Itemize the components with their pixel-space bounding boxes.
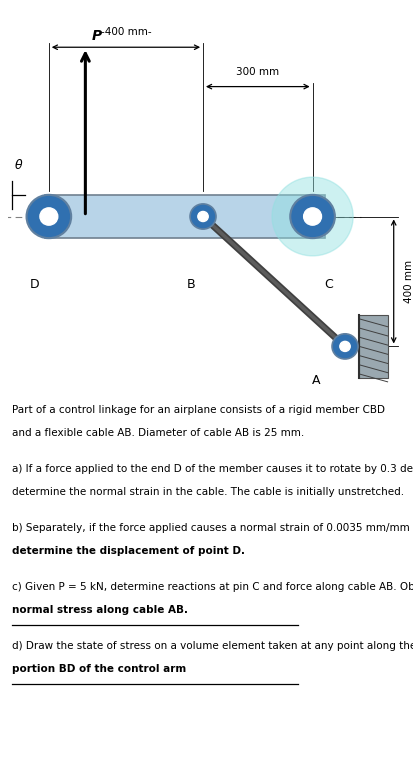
Text: determine the displacement of point D.: determine the displacement of point D. bbox=[12, 547, 245, 556]
Polygon shape bbox=[45, 195, 324, 238]
Circle shape bbox=[190, 204, 216, 229]
Text: -400 mm-: -400 mm- bbox=[100, 27, 151, 37]
Text: a) If a force applied to the end D of the member causes it to rotate by 0.3 degr: a) If a force applied to the end D of th… bbox=[12, 463, 413, 474]
Circle shape bbox=[26, 195, 71, 238]
Text: A: A bbox=[312, 374, 320, 387]
Circle shape bbox=[303, 208, 321, 225]
Text: 300 mm: 300 mm bbox=[236, 67, 279, 76]
Text: d) Draw the state of stress on a volume element taken at any point along the: d) Draw the state of stress on a volume … bbox=[12, 640, 413, 651]
Text: and a flexible cable AB. Diameter of cable AB is 25 mm.: and a flexible cable AB. Diameter of cab… bbox=[12, 428, 304, 438]
Text: P: P bbox=[91, 30, 101, 43]
Text: Part of a control linkage for an airplane consists of a rigid member CBD: Part of a control linkage for an airplan… bbox=[12, 404, 385, 415]
Text: θ: θ bbox=[14, 159, 22, 173]
Circle shape bbox=[197, 211, 208, 222]
Circle shape bbox=[339, 341, 349, 351]
Text: D: D bbox=[30, 278, 39, 291]
Text: normal stress along cable AB.: normal stress along cable AB. bbox=[12, 606, 188, 615]
Text: B: B bbox=[186, 278, 195, 291]
Text: portion BD of the control arm: portion BD of the control arm bbox=[12, 665, 186, 674]
Circle shape bbox=[290, 195, 334, 238]
Text: c) Given P = 5 kN, determine reactions at pin C and force along cable AB. Obtain: c) Given P = 5 kN, determine reactions a… bbox=[12, 581, 413, 592]
Text: 400 mm: 400 mm bbox=[403, 260, 413, 303]
Circle shape bbox=[271, 177, 352, 256]
Circle shape bbox=[331, 334, 357, 359]
Text: C: C bbox=[324, 278, 332, 291]
Text: b) Separately, if the force applied causes a normal strain of 0.0035 mm/mm in th: b) Separately, if the force applied caus… bbox=[12, 522, 413, 533]
Polygon shape bbox=[358, 315, 387, 378]
Text: determine the normal strain in the cable. The cable is initially unstretched.: determine the normal strain in the cable… bbox=[12, 488, 404, 497]
Circle shape bbox=[40, 208, 58, 225]
